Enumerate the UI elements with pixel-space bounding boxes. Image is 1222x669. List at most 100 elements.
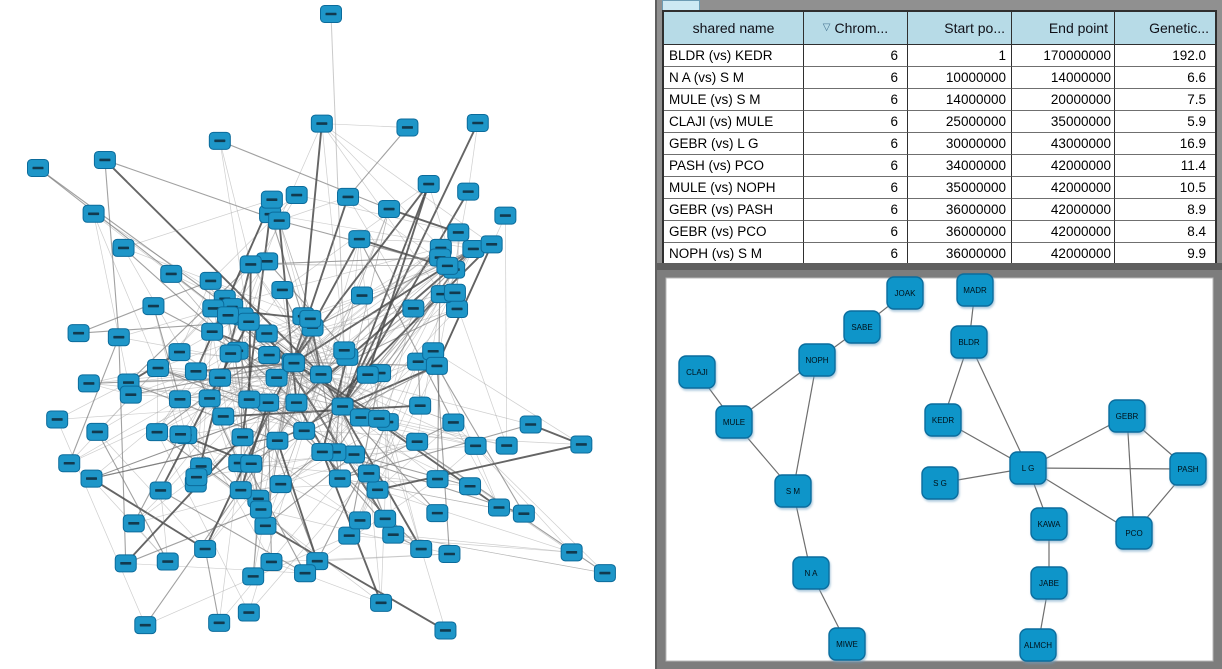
network-edge[interactable]	[195, 199, 273, 372]
network-edge[interactable]	[321, 123, 408, 128]
column-header-start-po[interactable]: Start po...	[908, 12, 1012, 45]
network-edge[interactable]	[347, 196, 414, 309]
network-node[interactable]	[338, 526, 361, 545]
network-node[interactable]	[265, 368, 288, 387]
network-edge[interactable]	[420, 548, 446, 631]
network-edge[interactable]	[353, 453, 471, 487]
network-edge[interactable]	[185, 315, 304, 436]
network-edge[interactable]	[93, 213, 159, 369]
network-edge[interactable]	[467, 122, 479, 192]
network-node[interactable]	[310, 114, 333, 133]
network-node[interactable]	[368, 409, 391, 428]
network-node[interactable]	[27, 159, 49, 177]
network-edge[interactable]	[367, 374, 422, 550]
network-edge[interactable]	[339, 406, 343, 479]
network-edge[interactable]	[968, 341, 1029, 469]
network-edge[interactable]	[219, 140, 250, 322]
network-node[interactable]	[254, 516, 277, 535]
network-edge[interactable]	[156, 431, 250, 613]
panel-divider[interactable]	[657, 263, 1222, 270]
network-node-mule[interactable]: MULE	[715, 405, 753, 439]
network-node-sabe[interactable]: SABE	[843, 310, 881, 344]
network-node[interactable]	[142, 297, 165, 316]
table-row[interactable]: MULE (vs) NOPH 6 35000000 42000000 10.5	[664, 177, 1215, 199]
network-node[interactable]	[184, 362, 207, 381]
network-node[interactable]	[348, 511, 371, 530]
network-node[interactable]	[147, 359, 170, 378]
network-node[interactable]	[82, 204, 105, 223]
network-node[interactable]	[231, 428, 254, 447]
network-edge[interactable]	[792, 359, 818, 492]
network-edge[interactable]	[245, 463, 306, 574]
network-edge[interactable]	[296, 194, 459, 233]
table-row[interactable]: N A (vs) S M 6 10000000 14000000 6.6	[664, 67, 1215, 89]
network-node-jabe[interactable]: JABE	[1030, 566, 1068, 600]
network-node[interactable]	[208, 131, 231, 150]
network-node[interactable]	[67, 324, 90, 343]
network-node[interactable]	[146, 423, 169, 442]
network-node[interactable]	[257, 393, 280, 412]
network-node[interactable]	[46, 410, 69, 429]
network-node[interactable]	[255, 324, 278, 343]
network-edge[interactable]	[412, 248, 474, 309]
network-view-small[interactable]: JOAK SABE NOPH CLAJI MULE S M N A MIWE MADR BLDR K…	[657, 270, 1222, 669]
table-row[interactable]: BLDR (vs) KEDR 6 1 170000000 192.0	[664, 45, 1215, 67]
small-network-canvas[interactable]: JOAK SABE NOPH CLAJI MULE S M N A MIWE MADR BLDR K…	[657, 270, 1222, 669]
network-node-s-m[interactable]: S M	[774, 474, 812, 508]
column-header-genetic[interactable]: Genetic...	[1115, 12, 1215, 45]
network-node[interactable]	[208, 613, 231, 632]
network-edge[interactable]	[237, 350, 318, 562]
network-node[interactable]	[258, 346, 281, 365]
network-edge[interactable]	[436, 365, 450, 555]
network-edge[interactable]	[330, 13, 345, 351]
network-node[interactable]	[266, 431, 289, 450]
network-node-joak[interactable]: JOAK	[886, 276, 924, 310]
network-node[interactable]	[426, 470, 449, 489]
network-edge[interactable]	[393, 534, 572, 553]
network-node[interactable]	[293, 421, 316, 440]
network-node[interactable]	[320, 5, 342, 23]
network-edge[interactable]	[179, 280, 212, 353]
network-edge[interactable]	[316, 421, 389, 562]
network-edge[interactable]	[278, 220, 298, 403]
network-edge[interactable]	[387, 421, 422, 550]
network-edge[interactable]	[250, 264, 448, 267]
network-edge[interactable]	[248, 473, 370, 613]
network-edge[interactable]	[279, 196, 349, 221]
network-edge[interactable]	[223, 404, 421, 418]
network-edge[interactable]	[250, 264, 362, 418]
network-edge[interactable]	[218, 478, 341, 624]
network-edge[interactable]	[68, 336, 120, 464]
network-edge[interactable]	[312, 247, 442, 328]
network-edge[interactable]	[358, 239, 380, 419]
network-edge[interactable]	[125, 436, 244, 564]
network-node-claji[interactable]: CLAJI	[678, 355, 716, 389]
network-edge[interactable]	[276, 440, 319, 562]
network-node[interactable]	[328, 469, 351, 488]
filter-icon[interactable]: ▽	[822, 22, 831, 33]
network-edge[interactable]	[388, 208, 459, 234]
network-node[interactable]	[249, 500, 272, 519]
network-node[interactable]	[242, 567, 265, 586]
network-node-kawa[interactable]: KAWA	[1030, 507, 1068, 541]
network-edge[interactable]	[303, 239, 360, 431]
table-row[interactable]: GEBR (vs) L G 6 30000000 43000000 16.9	[664, 133, 1215, 155]
network-edge[interactable]	[278, 123, 323, 221]
network-edge[interactable]	[358, 238, 454, 423]
network-node[interactable]	[107, 328, 130, 347]
network-node[interactable]	[311, 442, 334, 461]
network-edge[interactable]	[271, 561, 382, 604]
network-edge[interactable]	[1027, 467, 1189, 470]
network-node[interactable]	[260, 552, 283, 571]
network-node[interactable]	[260, 190, 283, 209]
network-node[interactable]	[593, 564, 616, 583]
network-edge[interactable]	[56, 419, 146, 626]
network-edge[interactable]	[157, 367, 305, 432]
network-node[interactable]	[457, 182, 480, 201]
network-node[interactable]	[237, 603, 260, 622]
network-node-l-g[interactable]: L G	[1009, 451, 1047, 485]
network-node[interactable]	[425, 356, 448, 375]
network-node-pco[interactable]: PCO	[1115, 516, 1153, 550]
table-row[interactable]: MULE (vs) S M 6 14000000 20000000 7.5	[664, 89, 1215, 111]
network-node[interactable]	[402, 299, 425, 318]
